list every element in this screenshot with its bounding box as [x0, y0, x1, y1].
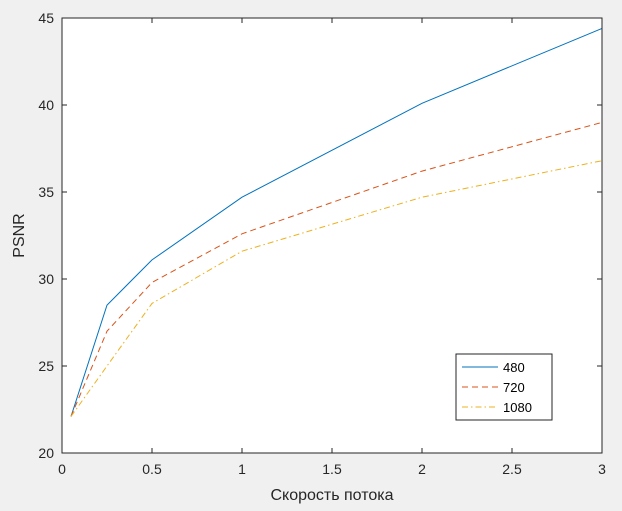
series-line-720: [70, 121, 603, 417]
x-tick-label: 1: [238, 461, 246, 477]
y-tick-label: 45: [38, 10, 54, 26]
x-tick-label: 1.5: [322, 461, 342, 477]
x-tick-label: 2: [418, 461, 426, 477]
y-tick-label: 35: [38, 184, 54, 200]
series-layer: [70, 27, 603, 417]
legend-label-480: 480: [503, 360, 525, 375]
x-tick-label: 2.5: [502, 461, 522, 477]
y-axis-label: PSNR: [11, 213, 28, 257]
x-tick-label: 3: [598, 461, 606, 477]
y-tick-label: 30: [38, 271, 54, 287]
series-line-480: [70, 27, 603, 417]
y-tick-label: 20: [38, 445, 54, 461]
x-axis: 0 0.5 1 1.5 2 2.5 3: [58, 18, 606, 477]
x-tick-label: 0.5: [142, 461, 162, 477]
y-tick-label: 40: [38, 97, 54, 113]
legend-label-1080: 1080: [503, 400, 532, 415]
x-axis-label: Скорость потока: [270, 487, 393, 504]
y-axis: 20 25 30 35 40 45: [38, 10, 602, 461]
series-line-1080: [70, 160, 603, 417]
legend: 480 720 1080: [455, 353, 553, 421]
legend-label-720: 720: [503, 380, 525, 395]
y-tick-label: 25: [38, 358, 54, 374]
x-tick-label: 0: [58, 461, 66, 477]
